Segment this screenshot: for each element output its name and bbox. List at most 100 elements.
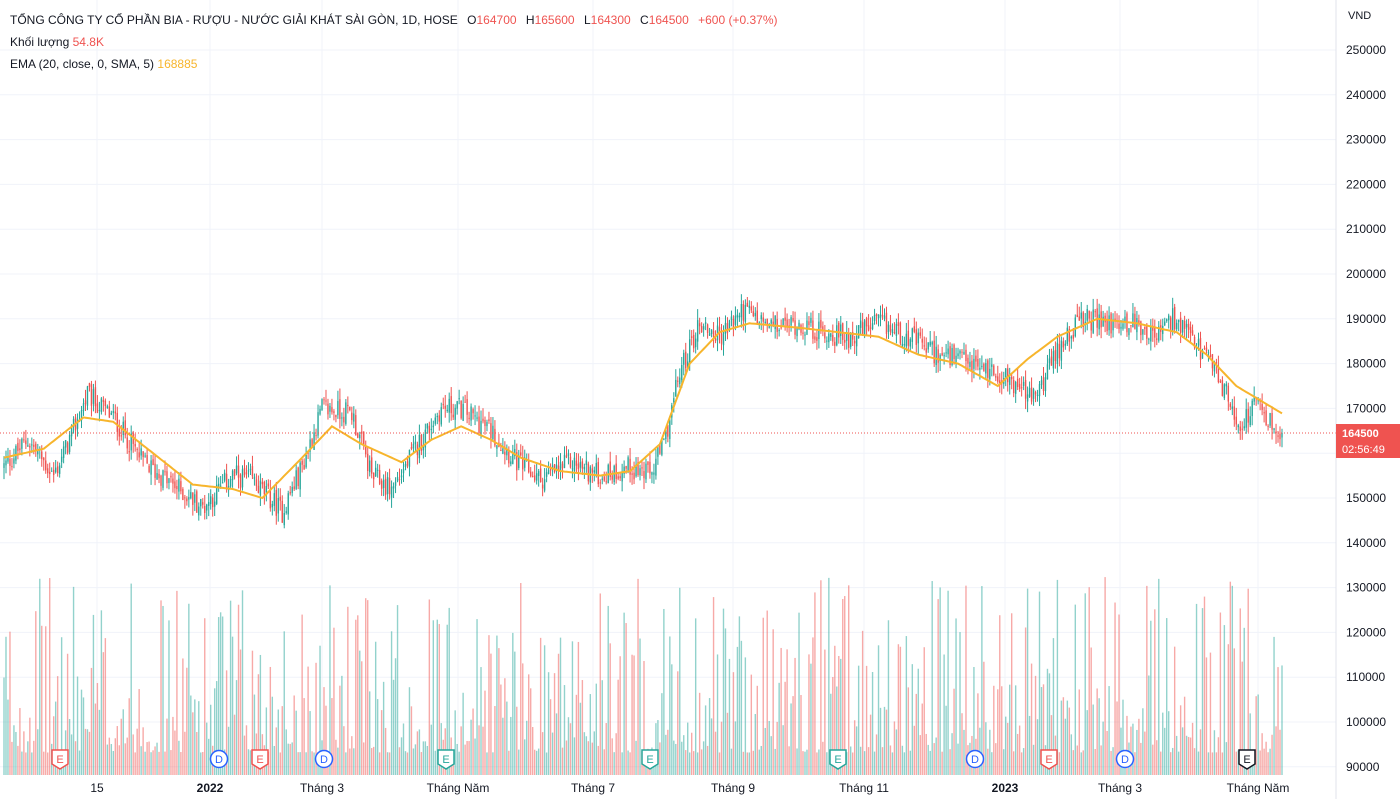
candle-body xyxy=(188,497,190,500)
candle-body xyxy=(949,346,951,365)
candle-body xyxy=(1148,338,1150,340)
volume-bar xyxy=(1090,647,1092,775)
candle-body xyxy=(655,458,657,476)
candle-body xyxy=(327,403,329,415)
volume-bar xyxy=(13,725,15,775)
event-marker-earnings[interactable]: E xyxy=(829,749,847,770)
candle-body xyxy=(1239,426,1241,431)
candle-body xyxy=(1245,409,1247,428)
candle-body xyxy=(891,329,894,334)
candle-body xyxy=(669,420,671,439)
candle-body xyxy=(510,461,512,465)
candle-body xyxy=(76,419,79,429)
volume-bar xyxy=(390,631,393,775)
volume-bar xyxy=(456,743,458,775)
volume-bar xyxy=(472,708,474,775)
event-marker-dividend[interactable]: D xyxy=(209,749,229,769)
candle-body xyxy=(432,425,435,428)
volume-bar xyxy=(204,618,206,775)
volume-bar xyxy=(794,657,796,775)
candle-body xyxy=(1068,329,1071,342)
volume-bar xyxy=(844,596,846,775)
volume-bar xyxy=(617,679,619,775)
candle-body xyxy=(601,478,603,480)
candle-body xyxy=(1185,323,1188,328)
volume-bar xyxy=(120,718,122,775)
volume-bar xyxy=(80,689,83,775)
event-marker-earnings[interactable]: E xyxy=(1040,749,1058,770)
event-marker-dividend[interactable]: D xyxy=(1115,749,1135,769)
candle-body xyxy=(991,364,993,367)
legend-ema-row[interactable]: EMA (20, close, 0, SMA, 5) 168885 xyxy=(10,53,777,75)
legend-volume-row[interactable]: Khối lượng 54.8K xyxy=(10,31,777,53)
candle-body xyxy=(486,422,488,427)
volume-bar xyxy=(834,645,836,775)
candle-body xyxy=(907,330,910,346)
candle-body xyxy=(1209,355,1212,357)
volume-bar xyxy=(275,727,277,775)
time-tick-label: Tháng 3 xyxy=(1098,781,1142,795)
candle-body xyxy=(846,332,848,341)
volume-bar xyxy=(1177,751,1180,775)
volume-bar xyxy=(200,752,202,775)
volume-bar xyxy=(531,727,534,775)
candle-body xyxy=(728,320,731,331)
candle-body xyxy=(1205,347,1208,352)
volume-bar xyxy=(116,726,118,775)
candle-body xyxy=(303,464,305,470)
event-marker-earnings[interactable]: E xyxy=(641,749,659,770)
candle-body xyxy=(108,406,111,418)
volume-bar xyxy=(911,664,914,775)
candle-body xyxy=(665,427,667,439)
candle-body xyxy=(563,454,566,468)
candle-body xyxy=(237,465,240,478)
candle-body xyxy=(420,434,423,451)
volume-bar xyxy=(1233,648,1235,775)
volume-bar xyxy=(420,752,423,775)
volume-bar xyxy=(311,751,313,775)
candle-body xyxy=(281,500,283,523)
candle-body xyxy=(629,458,631,475)
candle-body xyxy=(1241,428,1243,430)
volume-bar xyxy=(128,698,130,775)
candle-body xyxy=(9,458,11,466)
candle-body xyxy=(1030,387,1033,402)
event-marker-earnings[interactable]: E xyxy=(251,749,269,770)
candle-body xyxy=(3,463,5,468)
volume-bar xyxy=(601,680,603,775)
volume-bar xyxy=(206,722,208,775)
event-marker-earnings[interactable]: E xyxy=(437,749,455,770)
candle-body xyxy=(861,322,864,335)
event-marker-earnings[interactable]: E xyxy=(51,749,69,770)
candle-body xyxy=(808,321,810,326)
volume-bar xyxy=(52,716,55,775)
candle-body xyxy=(555,464,558,472)
change-value: +600 (+0.37%) xyxy=(698,13,778,27)
candle-body xyxy=(816,337,818,341)
volume-bar xyxy=(903,752,906,775)
event-marker-earnings[interactable]: E xyxy=(1238,749,1256,770)
volume-bar xyxy=(1156,740,1158,775)
volume-bar xyxy=(1084,593,1086,775)
candle-body xyxy=(740,304,743,318)
candle-body xyxy=(1249,416,1251,426)
volume-bar xyxy=(114,738,116,775)
volume-bar xyxy=(639,638,641,775)
candle-body xyxy=(1253,396,1255,402)
volume-bar xyxy=(410,706,413,775)
volume-bar xyxy=(1243,627,1245,775)
volume-bar xyxy=(416,731,419,775)
candle-body xyxy=(591,468,594,473)
candle-body xyxy=(687,361,689,370)
candle-body xyxy=(470,406,472,421)
event-marker-dividend[interactable]: D xyxy=(965,749,985,769)
volume-bar xyxy=(1094,749,1096,775)
candle-body xyxy=(378,470,381,484)
event-marker-dividend[interactable]: D xyxy=(314,749,334,769)
volume-bar xyxy=(909,750,912,775)
candle-body xyxy=(977,359,979,367)
candle-body xyxy=(559,461,562,472)
volume-bar xyxy=(428,599,431,775)
candle-body xyxy=(917,332,919,344)
